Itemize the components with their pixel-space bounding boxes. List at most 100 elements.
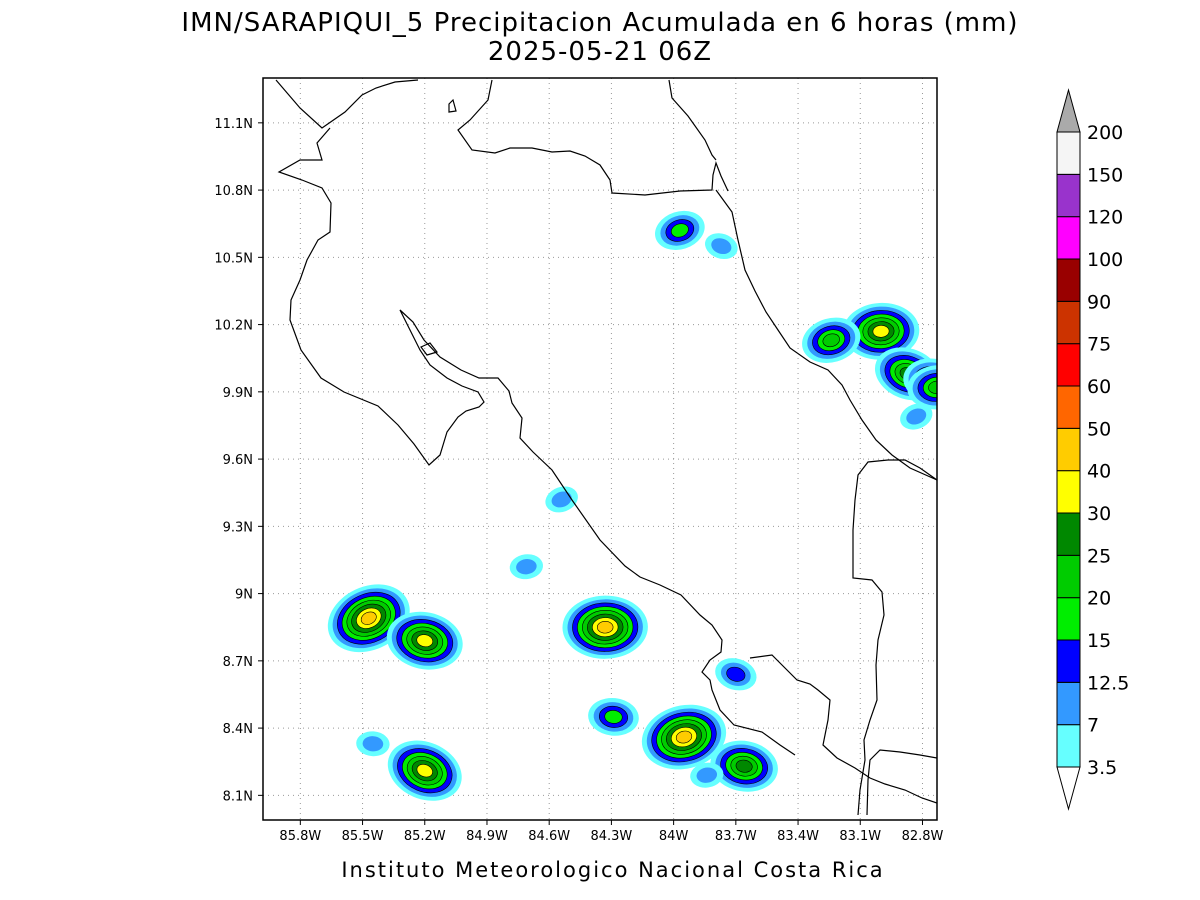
- precip-contour-band: [551, 491, 572, 508]
- precip-cell: [705, 233, 738, 260]
- colorbar-segment: [1056, 343, 1081, 387]
- coastline-borders: [275, 79, 937, 816]
- lon-tick-label: 82.8W: [902, 829, 944, 844]
- colorbar-segment: [1056, 385, 1081, 429]
- colorbar-level-label: 7: [1087, 715, 1099, 737]
- nicaragua-lake-shore: [275, 79, 419, 129]
- lon-tick-label: 85.5W: [342, 829, 384, 844]
- precip-cell: [842, 302, 920, 360]
- precip-cell: [509, 554, 544, 580]
- colorbar-segment: [1056, 131, 1081, 175]
- precip-contour-band: [416, 764, 433, 778]
- colorbar-level-label: 120: [1087, 207, 1123, 229]
- colorbar-segment: [1056, 300, 1081, 345]
- colorbar-segment: [1056, 470, 1081, 514]
- colorbar-segment: [1056, 554, 1081, 599]
- lon-tick-label: 84.9W: [466, 829, 508, 844]
- precip-contour-band: [906, 408, 927, 425]
- nicoya-gulf-island: [420, 342, 439, 356]
- colorbar-segment: [1056, 597, 1081, 641]
- precip-contour-band: [675, 730, 693, 744]
- colorbar-level-label: 3.5: [1087, 757, 1117, 779]
- precip-contour-band: [872, 325, 890, 338]
- colorbar-level-label: 150: [1087, 164, 1123, 186]
- lat-tick-label: 8.4N: [223, 722, 253, 737]
- colorbar-level-label: 20: [1087, 588, 1111, 610]
- precip-cell: [545, 486, 578, 513]
- colorbar-high-arrow: [1056, 88, 1081, 133]
- map-title: IMN/SARAPIQUI_5 Precipitacion Acumulada …: [181, 8, 1018, 38]
- precip-contour-band: [735, 759, 753, 773]
- map-subtitle-datetime: 2025-05-21 06Z: [488, 37, 712, 67]
- precip-contour-band: [416, 634, 434, 648]
- precip-contour-band: [711, 238, 732, 255]
- osa-peninsula: [749, 654, 937, 804]
- precip-contour-band: [360, 611, 377, 625]
- caribbean-coast: [668, 79, 937, 481]
- colorbar-segment: [1056, 681, 1081, 726]
- colorbar-level-label: 75: [1087, 334, 1111, 356]
- graticule-grid: [263, 78, 937, 820]
- precip-cell: [387, 740, 462, 801]
- precip-cell: [641, 704, 727, 770]
- precip-cell: [654, 210, 705, 250]
- lat-tick-label: 10.5N: [214, 251, 253, 266]
- lat-tick-label: 8.7N: [223, 655, 253, 670]
- precip-cell: [900, 403, 933, 430]
- precip-contour-band: [596, 621, 614, 634]
- colorbar-level-label: 40: [1087, 461, 1111, 483]
- precip-contour-band: [696, 767, 718, 783]
- colorbar-segment: [1056, 173, 1081, 218]
- lat-tick-label: 11.1N: [214, 117, 253, 132]
- precip-contour-band: [362, 736, 384, 752]
- precip-cell: [386, 611, 463, 670]
- precip-cell: [690, 762, 724, 788]
- colorbar-level-label: 90: [1087, 291, 1111, 313]
- colorbar-segment: [1056, 512, 1081, 556]
- colorbar-segment: [1056, 427, 1081, 472]
- precip-contour-band: [726, 666, 746, 682]
- precip-cell: [710, 740, 778, 792]
- lat-tick-label: 9.6N: [223, 453, 253, 468]
- lon-tick-label: 85.8W: [279, 829, 321, 844]
- colorbar-segment: [1056, 216, 1081, 260]
- axis-ticks: 85.8W 85.5W 85.2W 84.9W 84.6W 84.3W 84W 83.7W 83…: [214, 117, 943, 844]
- map-frame: [262, 77, 938, 821]
- precip-cell: [588, 697, 639, 736]
- panama-border: [852, 459, 937, 816]
- lon-tick-label: 83.1W: [839, 829, 881, 844]
- lat-tick-label: 10.2N: [214, 319, 253, 334]
- lon-tick-label: 85.2W: [404, 829, 446, 844]
- precip-contour-band: [670, 223, 689, 238]
- lat-tick-label: 9N: [235, 588, 253, 603]
- lake-island: [448, 98, 457, 113]
- colorbar-level-label: 15: [1087, 630, 1111, 652]
- precip-cell: [562, 595, 648, 659]
- precip-contour-band: [822, 333, 840, 348]
- burica-coast: [866, 749, 937, 816]
- lon-tick-label: 84.6W: [528, 829, 570, 844]
- lat-tick-label: 8.1N: [223, 789, 253, 804]
- colorbar-segment: [1056, 258, 1081, 302]
- precip-colorbar: 3.5 7 12.5 15 20 25 30 40 50 60 75 90 100 120 150 200: [1056, 88, 1129, 811]
- lat-tick-label: 10.8N: [214, 184, 253, 199]
- lon-tick-label: 83.4W: [777, 829, 819, 844]
- lake-shore-east: [457, 79, 729, 196]
- lat-tick-label: 9.9N: [223, 386, 253, 401]
- lat-tick-label: 9.3N: [223, 520, 253, 535]
- lon-tick-label: 84W: [659, 829, 689, 844]
- colorbar-level-label: 12.5: [1087, 672, 1129, 694]
- footer-credit: Instituto Meteorologico Nacional Costa R…: [341, 858, 884, 882]
- pacific-coast-guanacaste: [277, 127, 796, 756]
- colorbar-segment: [1056, 639, 1081, 683]
- colorbar-low-arrow: [1056, 766, 1081, 811]
- colorbar-level-label: 30: [1087, 503, 1111, 525]
- precip-contour-band: [922, 376, 937, 398]
- precip-cell: [715, 658, 757, 691]
- lon-tick-label: 83.7W: [715, 829, 757, 844]
- precip-cell: [356, 731, 390, 757]
- colorbar-segment: [1056, 724, 1081, 768]
- precipitation-field: [327, 210, 937, 801]
- colorbar-level-label: 200: [1087, 122, 1123, 144]
